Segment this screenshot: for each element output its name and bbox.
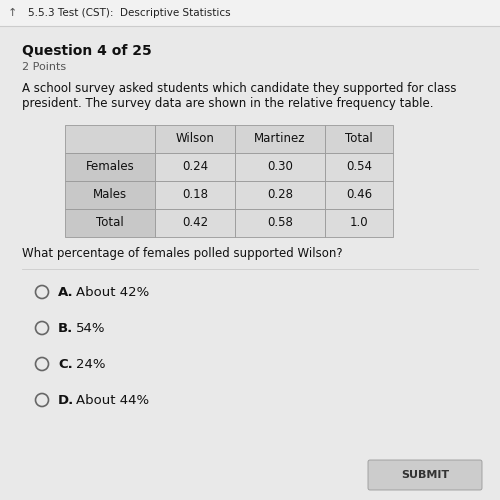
- Bar: [325, 125, 393, 153]
- Text: 0.18: 0.18: [182, 188, 208, 202]
- Bar: [325, 209, 393, 237]
- Text: 54%: 54%: [76, 322, 106, 334]
- Text: A school survey asked students which candidate they supported for class: A school survey asked students which can…: [22, 82, 456, 95]
- Bar: [0, 0, 500, 26]
- Bar: [235, 153, 325, 181]
- Text: About 44%: About 44%: [76, 394, 149, 406]
- Bar: [235, 181, 325, 209]
- Bar: [325, 181, 393, 209]
- Text: Females: Females: [86, 160, 134, 173]
- Text: president. The survey data are shown in the relative frequency table.: president. The survey data are shown in …: [22, 97, 434, 110]
- Bar: [65, 153, 155, 181]
- Bar: [65, 209, 155, 237]
- Text: 0.24: 0.24: [182, 160, 208, 173]
- Text: What percentage of females polled supported Wilson?: What percentage of females polled suppor…: [22, 247, 342, 260]
- Text: Wilson: Wilson: [176, 132, 214, 145]
- Text: Martinez: Martinez: [254, 132, 306, 145]
- Bar: [155, 181, 235, 209]
- Text: 0.28: 0.28: [267, 188, 293, 202]
- Bar: [155, 125, 235, 153]
- Bar: [235, 209, 325, 237]
- Text: Total: Total: [96, 216, 124, 230]
- Text: B.: B.: [58, 322, 73, 334]
- Bar: [155, 153, 235, 181]
- Text: 1.0: 1.0: [350, 216, 368, 230]
- Text: SUBMIT: SUBMIT: [401, 470, 449, 480]
- Text: 0.46: 0.46: [346, 188, 372, 202]
- Text: 0.54: 0.54: [346, 160, 372, 173]
- Bar: [155, 209, 235, 237]
- FancyBboxPatch shape: [368, 460, 482, 490]
- Bar: [65, 125, 155, 153]
- Text: Total: Total: [345, 132, 373, 145]
- Text: D.: D.: [58, 394, 74, 406]
- Bar: [325, 153, 393, 181]
- Text: Question 4 of 25: Question 4 of 25: [22, 44, 152, 58]
- Text: 5.5.3 Test (CST):  Descriptive Statistics: 5.5.3 Test (CST): Descriptive Statistics: [28, 8, 230, 18]
- Text: Males: Males: [93, 188, 127, 202]
- Text: C.: C.: [58, 358, 73, 370]
- Text: 0.30: 0.30: [267, 160, 293, 173]
- Text: 0.58: 0.58: [267, 216, 293, 230]
- Bar: [65, 181, 155, 209]
- Text: 2 Points: 2 Points: [22, 62, 66, 72]
- Text: ↑: ↑: [8, 8, 16, 18]
- Text: A.: A.: [58, 286, 74, 298]
- Text: About 42%: About 42%: [76, 286, 149, 298]
- Text: 0.42: 0.42: [182, 216, 208, 230]
- Text: 24%: 24%: [76, 358, 106, 370]
- Bar: [235, 125, 325, 153]
